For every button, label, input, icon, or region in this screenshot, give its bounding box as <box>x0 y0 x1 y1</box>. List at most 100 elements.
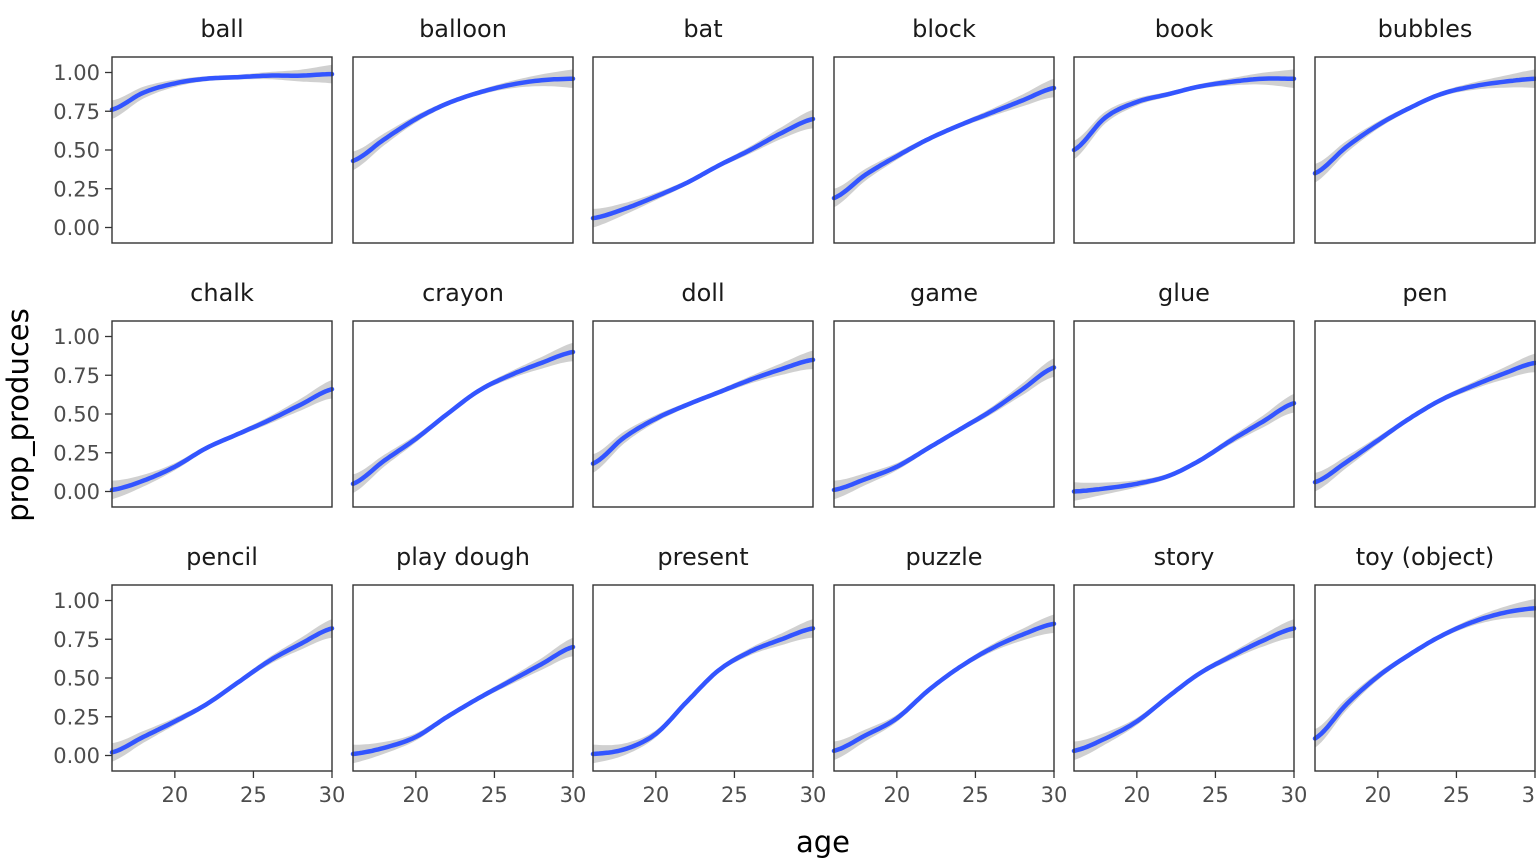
y-tick-label: 0.25 <box>53 705 100 729</box>
facet-title-ball: ball <box>200 15 243 43</box>
y-tick-label: 0.25 <box>53 177 100 201</box>
y-tick-label: 0.75 <box>53 364 100 388</box>
series-line-game <box>831 365 1057 493</box>
facet-panel-block: block <box>831 15 1057 244</box>
x-tick-label: 30 <box>1041 783 1068 807</box>
facet-title-balloon: balloon <box>419 15 507 43</box>
facet-title-bubbles: bubbles <box>1378 15 1473 43</box>
facet-title-pen: pen <box>1402 279 1447 307</box>
facet-title-book: book <box>1155 15 1214 43</box>
facet-title-toy-object: toy (object) <box>1356 543 1495 571</box>
x-tick-label: 20 <box>161 783 188 807</box>
y-axis-title: prop_produces <box>1 308 35 521</box>
x-axis-title: age <box>796 825 850 859</box>
facet-title-game: game <box>910 279 978 307</box>
x-tick-label: 25 <box>240 783 267 807</box>
facet-title-crayon: crayon <box>422 279 504 307</box>
y-tick-label: 0.50 <box>53 403 100 427</box>
y-tick-label: 0.75 <box>53 100 100 124</box>
panel-border-pencil <box>111 584 333 772</box>
facet-panel-game: game <box>831 279 1057 508</box>
facet-panel-pen: pen <box>1312 279 1536 508</box>
confidence-ribbon-pencil <box>112 619 332 762</box>
facet-panel-play-dough: play dough 20 25 30 <box>350 543 586 807</box>
y-tick-label: 0.25 <box>53 441 100 465</box>
series-line-bubbles <box>1312 76 1536 176</box>
facet-panel-pencil: pencil 0.00 0.25 0.50 0.75 1.00 20 25 30 <box>53 543 345 807</box>
series-line-pen <box>1312 360 1536 485</box>
panel-border-game <box>833 320 1055 508</box>
x-tick-label: 20 <box>883 783 910 807</box>
y-tick-label: 0.50 <box>53 667 100 691</box>
facet-panel-story: story 20 25 30 <box>1071 543 1308 807</box>
confidence-ribbon-bubbles <box>1315 69 1535 183</box>
panel-border-block <box>833 56 1055 244</box>
facet-panel-ball: ball 0.00 0.25 0.50 0.75 1.00 <box>53 15 335 244</box>
facet-panel-chalk: chalk 0.00 0.25 0.50 0.75 1.00 <box>53 279 335 508</box>
series-line-pencil <box>109 626 335 755</box>
panel-border-bat <box>592 56 814 244</box>
facet-title-doll: doll <box>681 279 724 307</box>
facet-panel-bubbles: bubbles <box>1312 15 1536 244</box>
panel-border-play-dough <box>352 584 574 772</box>
series-line-block <box>831 85 1057 201</box>
panel-border-puzzle <box>833 584 1055 772</box>
series-line-toy-object <box>1312 606 1536 741</box>
series-line-play-dough <box>350 644 576 757</box>
facet-panel-glue: glue <box>1071 279 1297 508</box>
facet-title-puzzle: puzzle <box>905 543 982 571</box>
series-line-bat <box>590 116 816 221</box>
panel-border-crayon <box>352 320 574 508</box>
facet-title-story: story <box>1154 543 1215 571</box>
x-tick-label: 30 <box>1522 783 1536 807</box>
panel-border-pen <box>1314 320 1536 508</box>
facet-panel-book: book <box>1071 15 1297 244</box>
facet-panel-doll: doll <box>590 279 816 508</box>
panel-border-toy-object <box>1314 584 1536 772</box>
series-line-balloon <box>350 76 576 164</box>
series-line-crayon <box>350 349 576 487</box>
x-tick-label: 25 <box>721 783 748 807</box>
confidence-ribbon-pen <box>1315 353 1535 492</box>
panel-border-doll <box>592 320 814 508</box>
facet-panel-balloon: balloon <box>350 15 576 244</box>
y-tick-label: 1.00 <box>53 589 100 613</box>
facet-title-present: present <box>657 543 748 571</box>
confidence-ribbon-balloon <box>353 69 573 171</box>
series-line-puzzle <box>831 621 1057 754</box>
series-line-chalk <box>109 386 335 493</box>
y-tick-label: 0.75 <box>53 628 100 652</box>
series-line-doll <box>590 357 816 466</box>
confidence-ribbon-block <box>834 78 1054 208</box>
confidence-ribbon-play-dough <box>353 637 573 764</box>
y-tick-label: 0.00 <box>53 744 100 768</box>
confidence-ribbon-ball <box>112 64 332 119</box>
panel-border-ball <box>111 56 333 244</box>
x-tick-label: 25 <box>1443 783 1470 807</box>
y-tick-label: 1.00 <box>53 61 100 85</box>
facet-title-chalk: chalk <box>190 279 254 307</box>
x-tick-label: 20 <box>1364 783 1391 807</box>
facet-title-pencil: pencil <box>186 543 258 571</box>
y-tick-label: 0.00 <box>53 480 100 504</box>
panel-border-balloon <box>352 56 574 244</box>
series-line-present <box>590 626 816 757</box>
x-tick-label: 30 <box>1281 783 1308 807</box>
x-tick-label: 30 <box>800 783 827 807</box>
facet-panel-toy-object: toy (object) 20 25 30 <box>1312 543 1536 807</box>
panel-border-present <box>592 584 814 772</box>
facet-panel-bat: bat <box>590 15 816 244</box>
facet-panel-crayon: crayon <box>350 279 576 508</box>
panel-border-bubbles <box>1314 56 1536 244</box>
x-tick-label: 25 <box>481 783 508 807</box>
series-line-book <box>1071 76 1297 153</box>
x-tick-label: 20 <box>1123 783 1150 807</box>
series-line-glue <box>1071 400 1297 494</box>
y-tick-label: 0.50 <box>53 139 100 163</box>
series-line-story <box>1071 626 1297 754</box>
panel-border-book <box>1073 56 1295 244</box>
x-tick-label: 25 <box>962 783 989 807</box>
y-tick-label: 1.00 <box>53 325 100 349</box>
confidence-ribbon-toy-object <box>1315 599 1535 748</box>
